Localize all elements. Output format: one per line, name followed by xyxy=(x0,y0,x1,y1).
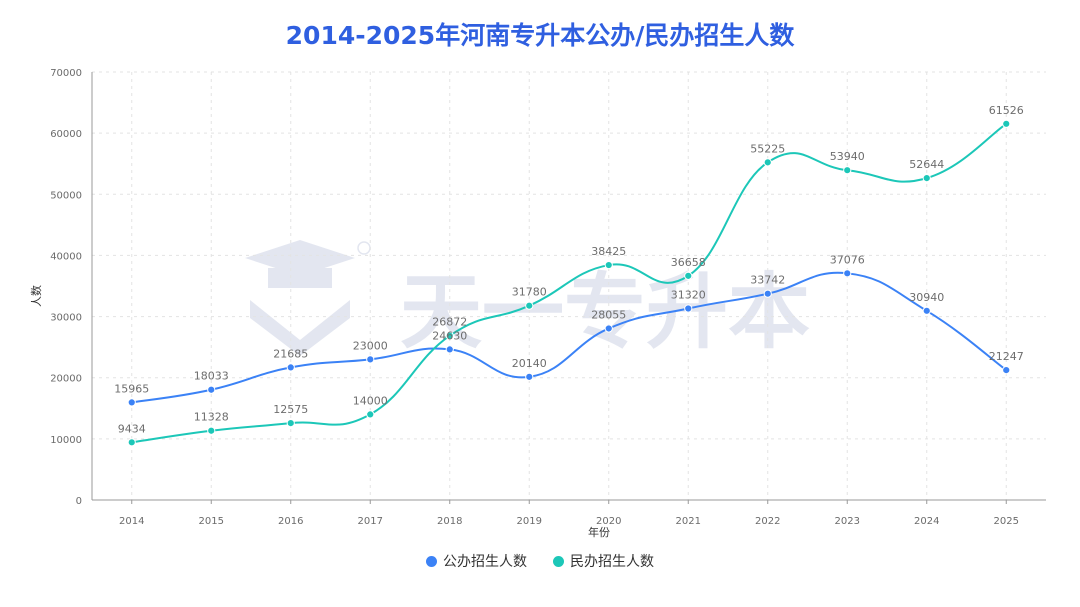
data-labels: 15965 18033 21685 23000 24630 20140 28055 31320… xyxy=(114,104,1024,436)
series-layer xyxy=(127,119,1011,447)
x-tick-label: 2016 xyxy=(278,516,303,527)
watermark-text: 天一专升本 xyxy=(400,265,810,360)
y-tick-label: 50000 xyxy=(50,190,82,201)
data-label: 55225 xyxy=(750,142,785,155)
data-label: 9434 xyxy=(118,422,146,435)
data-point[interactable] xyxy=(604,324,613,333)
legend-item-0[interactable]: 公办招生人数 xyxy=(426,551,527,571)
data-point[interactable] xyxy=(525,372,534,381)
data-label: 23000 xyxy=(353,339,388,352)
data-point[interactable] xyxy=(604,260,613,270)
x-tick-label: 2019 xyxy=(517,516,542,527)
data-point[interactable] xyxy=(366,410,375,419)
data-label: 30940 xyxy=(909,291,944,304)
grid-lines xyxy=(92,71,1046,500)
data-point[interactable] xyxy=(922,174,931,183)
data-label: 61526 xyxy=(989,104,1024,117)
data-point[interactable] xyxy=(286,419,295,428)
data-point[interactable] xyxy=(127,438,136,447)
x-tick-label: 2021 xyxy=(676,516,701,527)
x-tick-label: 2025 xyxy=(994,516,1019,527)
data-label: 33742 xyxy=(750,274,785,287)
x-tick-label: 2018 xyxy=(437,516,462,527)
y-tick-label: 70000 xyxy=(50,68,82,79)
x-tick-label: 2023 xyxy=(835,516,860,527)
data-point[interactable] xyxy=(684,271,693,280)
data-point[interactable] xyxy=(763,289,772,298)
x-tick-label: 2017 xyxy=(358,516,383,527)
data-label: 18033 xyxy=(194,370,229,383)
data-label: 31320 xyxy=(671,289,706,302)
data-label: 11328 xyxy=(194,411,229,424)
axes: 0 10000 20000 30000 40000 50000 60000 70000 2014… xyxy=(30,68,1046,539)
series-line-1 xyxy=(131,122,1007,444)
legend-item-1[interactable]: 民办招生人数 xyxy=(553,551,654,571)
data-point[interactable] xyxy=(207,426,216,435)
data-label: 52644 xyxy=(909,158,944,171)
data-point[interactable] xyxy=(843,269,852,278)
data-point[interactable] xyxy=(445,345,454,354)
chart-title: 2014-2025年河南专升本公办/民办招生人数 xyxy=(285,21,795,50)
data-label: 24630 xyxy=(432,329,467,342)
data-point[interactable] xyxy=(525,301,534,310)
x-tick-label: 2022 xyxy=(755,516,780,527)
x-axis-title: 年份 xyxy=(588,525,610,539)
data-label: 37076 xyxy=(830,253,865,266)
graduation-cap-logo-icon xyxy=(245,240,371,356)
y-tick-label: 20000 xyxy=(50,374,82,385)
x-tick-label: 2020 xyxy=(596,516,621,527)
y-axis-title: 人数 xyxy=(30,285,43,307)
data-label: 14000 xyxy=(353,394,388,407)
legend-label: 民办招生人数 xyxy=(570,554,654,570)
data-point[interactable] xyxy=(207,385,216,394)
legend: 公办招生人数 民办招生人数 xyxy=(0,551,1080,571)
data-label: 21247 xyxy=(989,350,1024,363)
data-label: 28055 xyxy=(591,308,626,321)
legend-dot-icon xyxy=(426,555,437,567)
data-point[interactable] xyxy=(684,304,693,313)
x-tick-label: 2014 xyxy=(119,516,144,527)
data-label: 21685 xyxy=(273,347,308,360)
data-point[interactable] xyxy=(763,158,772,167)
data-label: 26872 xyxy=(432,316,467,329)
data-label: 31780 xyxy=(512,286,547,299)
y-tick-label: 40000 xyxy=(50,251,82,262)
data-point[interactable] xyxy=(445,331,454,340)
x-tick-label: 2024 xyxy=(914,516,939,527)
legend-label: 公办招生人数 xyxy=(443,554,527,570)
y-tick-label: 60000 xyxy=(50,129,82,140)
data-point[interactable] xyxy=(843,166,852,175)
data-label: 20140 xyxy=(512,357,547,370)
data-label: 36658 xyxy=(671,256,706,269)
data-point[interactable] xyxy=(286,363,295,372)
data-point[interactable] xyxy=(1002,119,1011,128)
data-point[interactable] xyxy=(366,355,375,364)
watermark-logo: 天一专升本 xyxy=(245,240,810,360)
y-tick-label: 10000 xyxy=(50,435,82,446)
data-label: 15965 xyxy=(114,382,149,395)
y-tick-label: 30000 xyxy=(50,313,82,324)
data-label: 12575 xyxy=(273,403,308,416)
x-tick-label: 2015 xyxy=(199,516,224,527)
legend-dot-icon xyxy=(553,555,564,567)
data-label: 53940 xyxy=(830,150,865,163)
y-tick-label: 0 xyxy=(76,496,82,507)
data-point[interactable] xyxy=(1002,365,1011,375)
data-label: 38425 xyxy=(591,245,626,258)
data-point[interactable] xyxy=(127,398,136,407)
data-point[interactable] xyxy=(922,306,931,315)
